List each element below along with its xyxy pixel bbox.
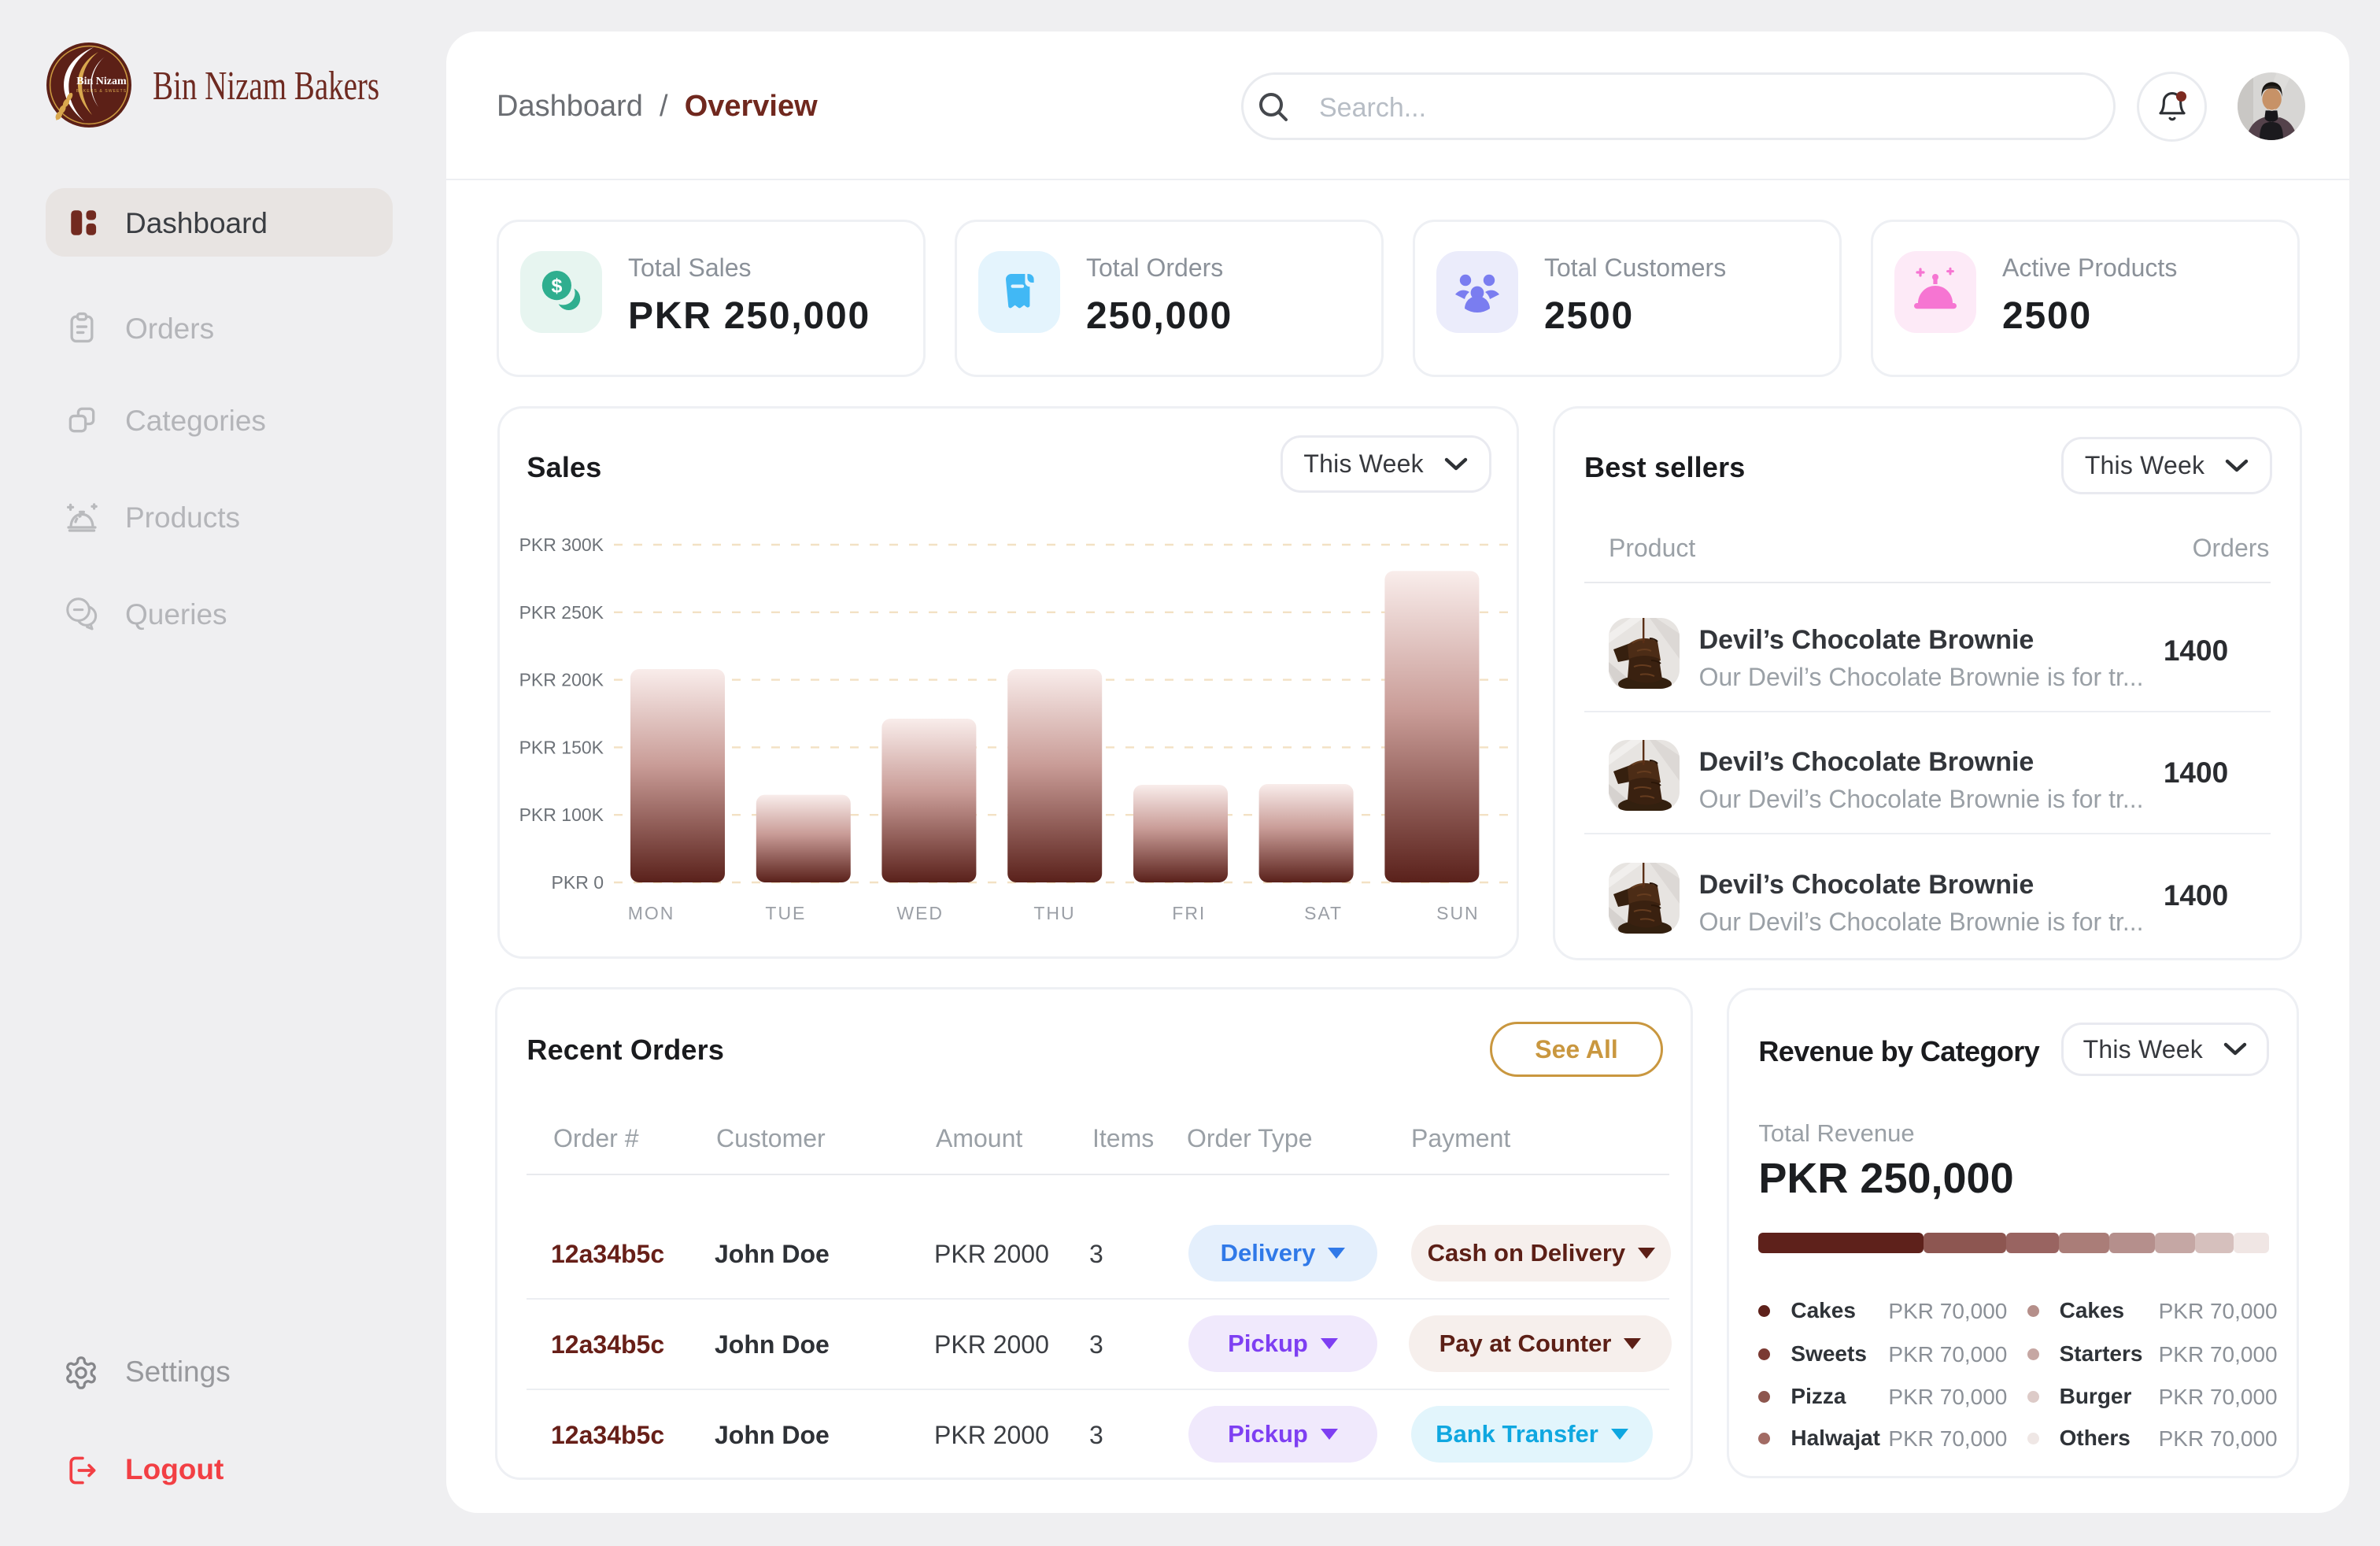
svg-text:PKR 200K: PKR 200K <box>519 670 604 690</box>
svg-text:MON: MON <box>628 903 675 923</box>
svg-text:$: $ <box>551 276 562 298</box>
svg-text:TUE: TUE <box>766 903 807 923</box>
svg-text:PKR 300K: PKR 300K <box>519 534 604 555</box>
svg-text:SUN: SUN <box>1437 903 1480 923</box>
svg-text:PKR 250K: PKR 250K <box>519 602 604 623</box>
svg-text:PKR 150K: PKR 150K <box>519 737 604 757</box>
svg-text:PKR 0: PKR 0 <box>552 872 604 893</box>
svg-text:BAKERS & SWEETS: BAKERS & SWEETS <box>76 89 127 94</box>
svg-text:WED: WED <box>897 903 944 923</box>
svg-text:SAT: SAT <box>1304 903 1343 923</box>
svg-text:THU: THU <box>1034 903 1076 923</box>
svg-text:FRI: FRI <box>1173 903 1207 923</box>
svg-text:Bin Nizam: Bin Nizam <box>76 76 127 87</box>
svg-text:PKR 100K: PKR 100K <box>519 804 604 825</box>
